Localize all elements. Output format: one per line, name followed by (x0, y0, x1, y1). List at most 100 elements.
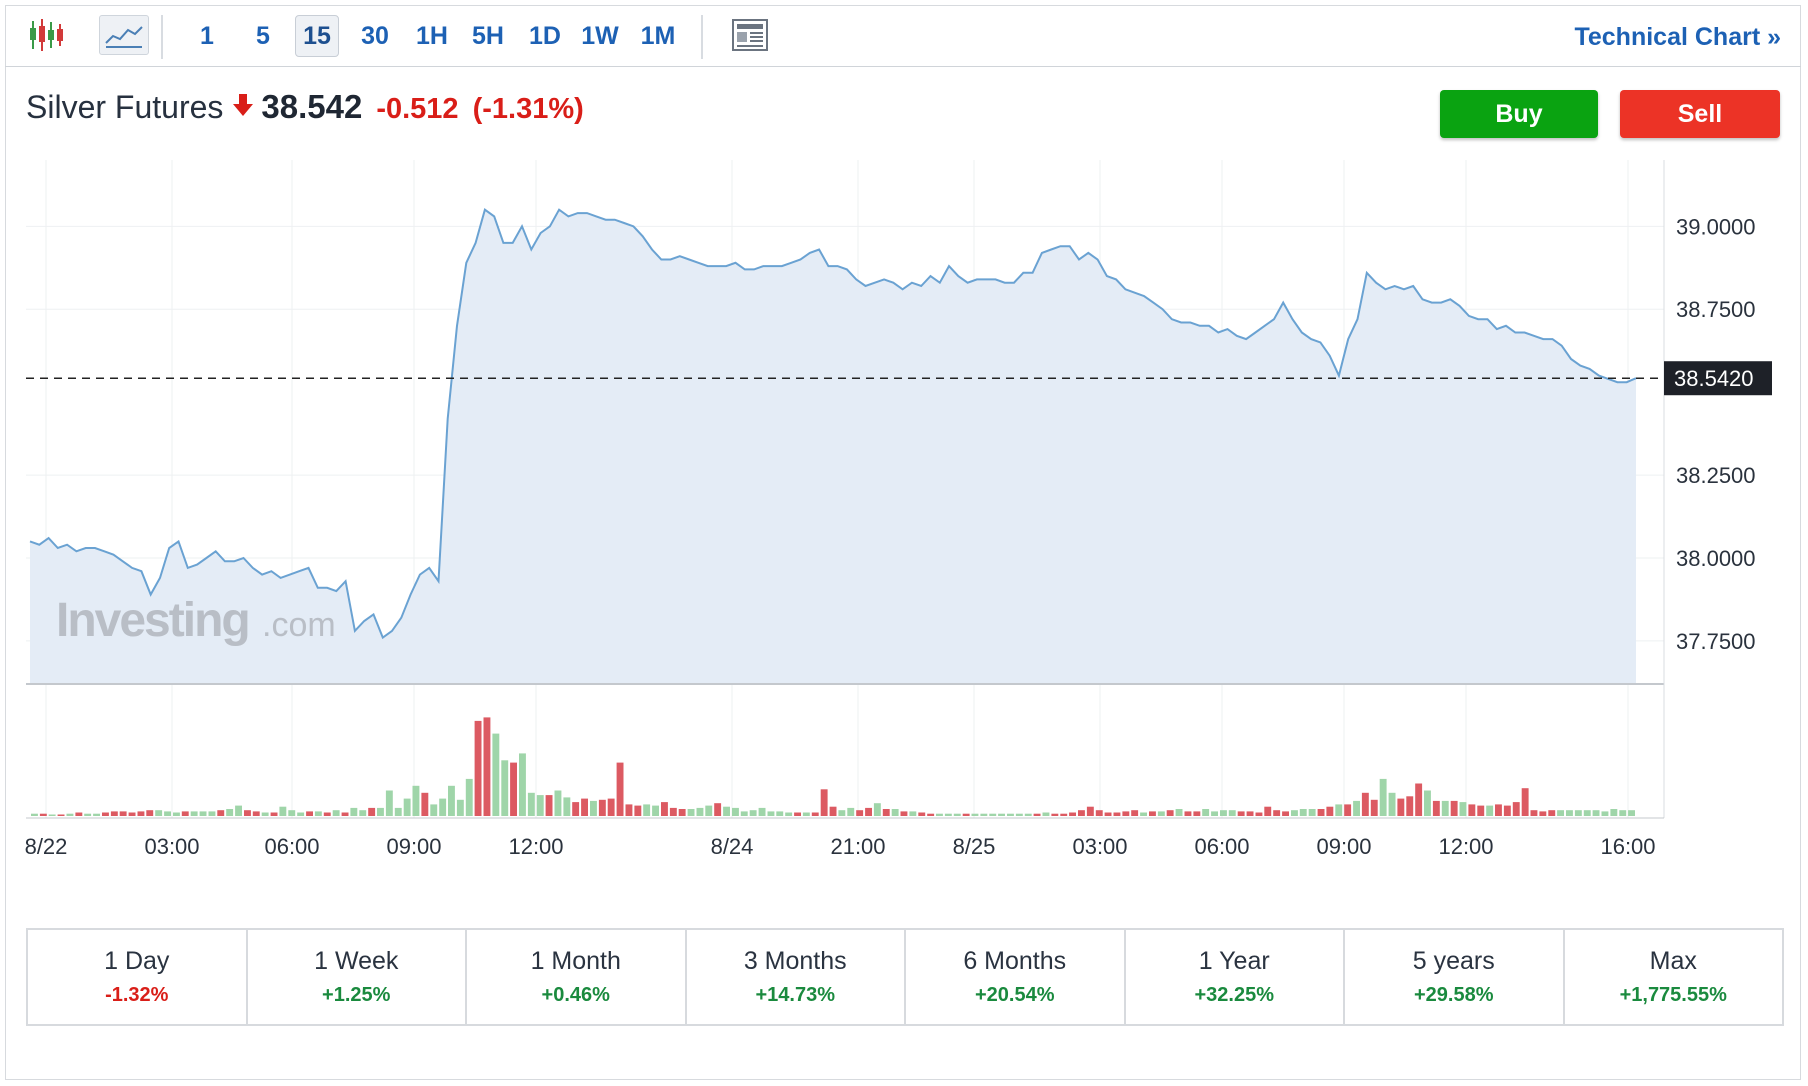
volume-bar (146, 810, 154, 816)
period-1-day[interactable]: 1 Day -1.32% (28, 930, 248, 1024)
volume-bar (1024, 813, 1032, 816)
volume-bar (944, 813, 952, 816)
period-1-week[interactable]: 1 Week +1.25% (248, 930, 467, 1024)
volume-bar (385, 790, 393, 816)
volume-bar (1530, 810, 1538, 816)
period-5-years[interactable]: 5 years +29.58% (1345, 930, 1565, 1024)
volume-bar (1424, 790, 1431, 816)
volume-bar (306, 811, 313, 816)
volume-bars (31, 717, 1635, 816)
volume-bar (669, 807, 677, 816)
period-label: 1 Year (1198, 947, 1270, 975)
volume-bar (1432, 800, 1440, 816)
interval-5[interactable]: 5 (256, 21, 270, 50)
period-6-months[interactable]: 6 Months +20.54% (906, 930, 1126, 1024)
volume-bar (359, 810, 367, 816)
volume-bar (181, 811, 189, 816)
interval-1[interactable]: 1 (200, 21, 214, 50)
volume-bar (598, 799, 606, 816)
time-axis-tick-label: 21:00 (830, 834, 885, 859)
volume-bar (394, 807, 402, 816)
volume-bar (661, 802, 668, 816)
volume-bar (1317, 809, 1325, 816)
period-change: +1,775.55% (1619, 984, 1727, 1006)
volume-bar (1512, 802, 1520, 816)
volume-bar (732, 807, 739, 816)
volume-bar (616, 762, 624, 816)
volume-bar (1379, 778, 1387, 816)
volume-bar (1503, 805, 1511, 816)
volume-bar (962, 813, 970, 816)
volume-bar (1255, 812, 1263, 816)
price-axis: 39.0000 38.7500 38.2500 38.0000 37.7500 (1676, 214, 1756, 654)
interval-15[interactable]: 15 (295, 15, 339, 57)
interval-1h[interactable]: 1H (416, 21, 448, 50)
volume-bar (31, 813, 38, 816)
volume-bar (563, 797, 571, 816)
period-1-year[interactable]: 1 Year +32.25% (1126, 930, 1345, 1024)
time-axis-tick-label: 09:00 (386, 834, 441, 859)
volume-bar (1610, 809, 1618, 816)
volume-bar (847, 807, 855, 816)
volume-bar (1228, 810, 1236, 816)
period-label: 1 Month (530, 947, 621, 975)
investing-watermark: Investing .com (56, 594, 336, 647)
volume-bar (235, 805, 242, 816)
time-axis-tick-label: 06:00 (1194, 834, 1249, 859)
technical-chart-link[interactable]: Technical Chart » (1574, 23, 1781, 51)
volume-bar (155, 810, 163, 816)
interval-1d[interactable]: 1D (529, 21, 561, 50)
volume-bar (740, 811, 748, 816)
volume-bar (75, 812, 83, 816)
interval-30[interactable]: 30 (361, 21, 389, 50)
candlestick-chart-icon[interactable] (21, 15, 71, 55)
volume-bar (802, 812, 810, 816)
volume-bar (244, 810, 251, 816)
volume-bar (1069, 812, 1076, 816)
volume-bar (1441, 800, 1449, 816)
volume-bar (989, 813, 997, 816)
interval-1w[interactable]: 1W (581, 21, 619, 50)
period-3-months[interactable]: 3 Months +14.73% (687, 930, 906, 1024)
interval-5h[interactable]: 5H (472, 21, 504, 50)
volume-bar (217, 810, 225, 816)
volume-bar (936, 813, 943, 816)
volume-bar (1335, 804, 1343, 816)
area-chart-icon[interactable] (99, 15, 149, 55)
sell-button[interactable]: Sell (1620, 90, 1780, 138)
volume-bar (226, 809, 234, 816)
volume-bar (865, 807, 872, 816)
interval-1m[interactable]: 1M (640, 21, 676, 50)
volume-bar (1202, 809, 1210, 816)
volume-bar (1095, 810, 1103, 816)
volume-bar (581, 798, 588, 816)
instrument-name: Silver Futures (26, 89, 224, 125)
time-axis: 8/22 03:00 06:00 09:00 12:00 8/24 21:00 8/25 03:… (25, 834, 1656, 859)
volume-bar (1619, 810, 1627, 816)
volume-bar (137, 811, 145, 816)
volume-bar (785, 812, 793, 816)
volume-bar (1220, 810, 1227, 816)
buy-button[interactable]: Buy (1440, 90, 1598, 138)
volume-bar (1361, 792, 1369, 816)
volume-bar (1282, 811, 1289, 816)
news-overlay-icon[interactable] (725, 15, 775, 55)
volume-bar (1574, 810, 1582, 816)
volume-bar (971, 813, 979, 816)
volume-bar (927, 813, 935, 816)
period-max[interactable]: Max +1,775.55% (1565, 930, 1783, 1024)
volume-bar (1344, 804, 1352, 816)
period-1-month[interactable]: 1 Month +0.46% (467, 930, 687, 1024)
period-change: +14.73% (755, 984, 835, 1006)
volume-bar (723, 806, 730, 816)
chart-widget-frame (5, 5, 1801, 1080)
period-change: +20.54% (974, 984, 1055, 1006)
volume-bar (1326, 806, 1334, 816)
volume-bar (1477, 805, 1485, 816)
volume-bar (84, 813, 92, 816)
time-axis-tick-label: 8/22 (25, 834, 68, 859)
volume-bar (39, 813, 47, 816)
volume-bar (696, 807, 704, 816)
price-chart[interactable]: Investing .com 39.0000 38.7500 38.2500 38.0… (0, 0, 1808, 900)
volume-bar (456, 799, 464, 816)
